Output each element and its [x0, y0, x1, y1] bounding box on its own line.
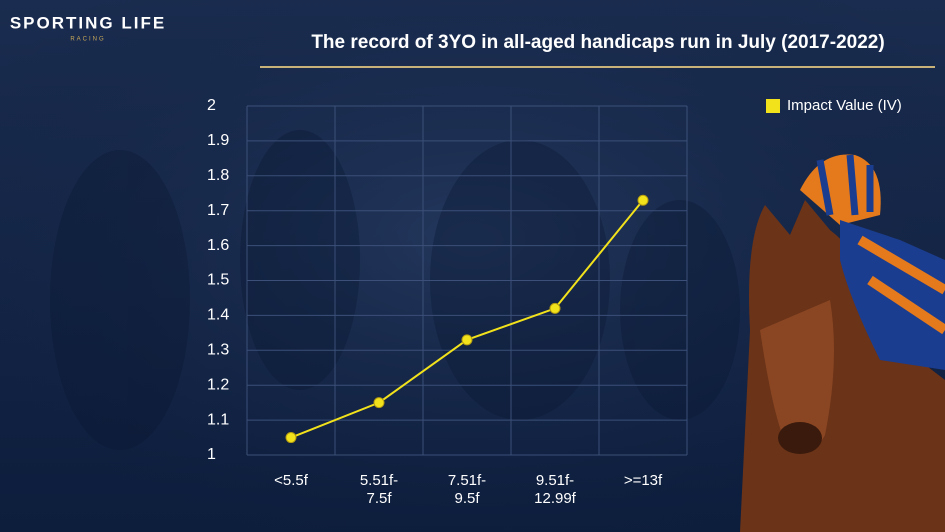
- x-tick-label: 5.51f-7.5f: [360, 472, 398, 507]
- y-tick-label: 1.6: [207, 237, 229, 254]
- y-tick-label: 1.3: [207, 342, 229, 359]
- horse-illustration: [740, 154, 945, 532]
- y-tick-label: 1.2: [207, 376, 229, 393]
- y-tick-label: 1.1: [207, 411, 229, 428]
- chart-title: The record of 3YO in all-aged handicaps …: [311, 32, 884, 53]
- logo-sub: RACING: [70, 37, 105, 43]
- data-point: [373, 397, 385, 409]
- data-point: [461, 334, 473, 346]
- x-tick-label: <5.5f: [274, 472, 309, 489]
- data-point: [637, 194, 649, 206]
- x-tick-label: 7.51f-9.5f: [448, 472, 486, 507]
- data-point: [549, 302, 561, 314]
- y-tick-label: 1.8: [207, 167, 229, 184]
- logo: SPORTING LIFE: [10, 13, 166, 32]
- x-tick-label: 9.51f-12.99f: [534, 472, 577, 507]
- y-tick-label: 1.4: [207, 307, 229, 324]
- legend-label: Impact Value (IV): [787, 97, 902, 114]
- y-tick-label: 1: [207, 446, 216, 463]
- y-tick-label: 1.9: [207, 132, 229, 149]
- legend-swatch: [766, 99, 780, 113]
- y-tick-label: 1.7: [207, 202, 229, 219]
- y-tick-label: 1.5: [207, 272, 229, 289]
- x-tick-label: >=13f: [624, 472, 663, 489]
- data-point: [285, 432, 297, 444]
- y-tick-label: 2: [207, 97, 216, 114]
